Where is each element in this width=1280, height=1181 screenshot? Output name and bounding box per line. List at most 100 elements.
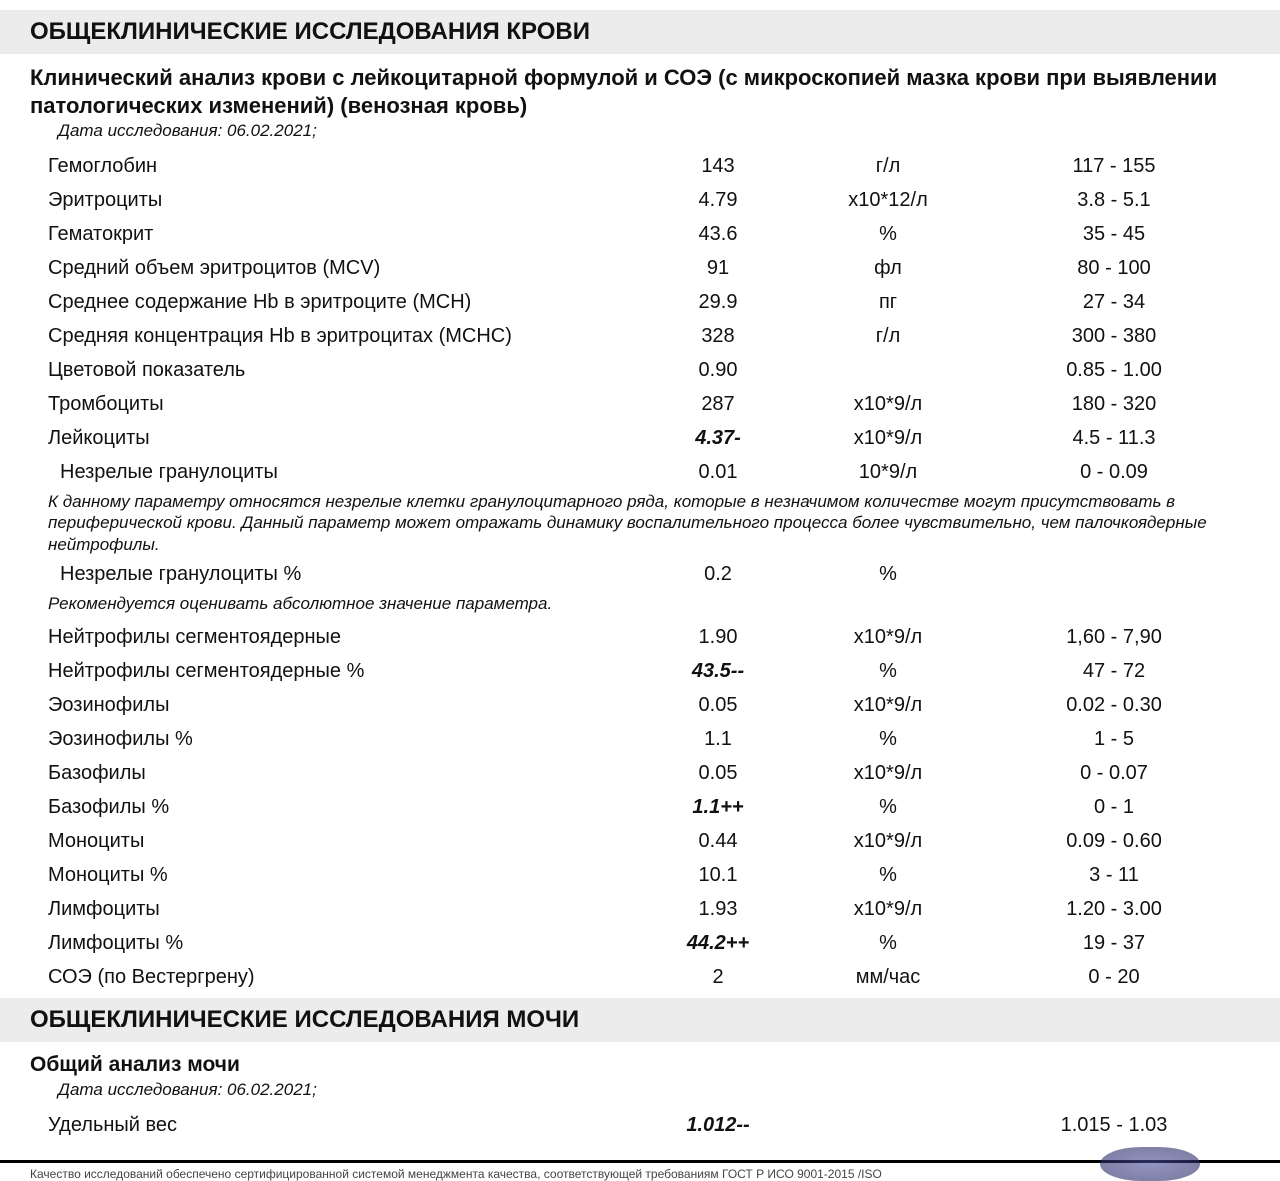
param-value: 328 bbox=[638, 321, 798, 351]
param-unit: x10*9/л bbox=[798, 894, 978, 924]
param-value: 44.2++ bbox=[638, 928, 798, 958]
param-value: 0.01 bbox=[638, 457, 798, 487]
param-name: Базофилы bbox=[48, 758, 638, 788]
param-value: 1.012-- bbox=[638, 1110, 798, 1140]
result-row-granulo-pct: Незрелые гранулоциты %0.2% bbox=[48, 557, 1250, 591]
param-range: 300 - 380 bbox=[978, 321, 1250, 351]
param-name: Незрелые гранулоциты % bbox=[48, 559, 638, 589]
param-unit: % bbox=[798, 559, 978, 589]
analysis-date: Дата исследования: 06.02.2021; bbox=[58, 121, 1250, 141]
param-unit: x10*9/л bbox=[798, 622, 978, 652]
section-header-blood: ОБЩЕКЛИНИЧЕСКИЕ ИССЛЕДОВАНИЯ КРОВИ bbox=[0, 10, 1280, 54]
footer-rule bbox=[0, 1160, 1280, 1163]
result-row: СОЭ (по Вестергрену)2мм/час0 - 20 bbox=[48, 960, 1250, 994]
result-row: Лимфоциты1.93x10*9/л1.20 - 3.00 bbox=[48, 892, 1250, 926]
result-row: Эозинофилы0.05x10*9/л0.02 - 0.30 bbox=[48, 688, 1250, 722]
param-value: 91 bbox=[638, 253, 798, 283]
param-name: Нейтрофилы сегментоядерные bbox=[48, 622, 638, 652]
param-value: 0.44 bbox=[638, 826, 798, 856]
result-row: Гемоглобин143г/л117 - 155 bbox=[48, 149, 1250, 183]
param-unit: % bbox=[798, 928, 978, 958]
result-row: Среднее содержание Hb в эритроците (MCH)… bbox=[48, 285, 1250, 319]
result-row: Эритроциты4.79x10*12/л3.8 - 5.1 bbox=[48, 183, 1250, 217]
result-row: Моноциты0.44x10*9/л0.09 - 0.60 bbox=[48, 824, 1250, 858]
param-name: Лейкоциты bbox=[48, 423, 638, 453]
param-unit: x10*12/л bbox=[798, 185, 978, 215]
report-page: ОБЩЕКЛИНИЧЕСКИЕ ИССЛЕДОВАНИЯ КРОВИ Клини… bbox=[0, 0, 1280, 1142]
result-rows-urine: Удельный вес1.012-- 1.015 - 1.03 bbox=[48, 1108, 1250, 1142]
param-range: 0.02 - 0.30 bbox=[978, 690, 1250, 720]
param-value: 1.1 bbox=[638, 724, 798, 754]
note-granulocytes: К данному параметру относятся незрелые к… bbox=[48, 491, 1250, 555]
param-unit: x10*9/л bbox=[798, 423, 978, 453]
param-value: 1.93 bbox=[638, 894, 798, 924]
param-value: 4.79 bbox=[638, 185, 798, 215]
param-unit: % bbox=[798, 860, 978, 890]
param-unit: % bbox=[798, 656, 978, 686]
section-header-urine: ОБЩЕКЛИНИЧЕСКИЕ ИССЛЕДОВАНИЯ МОЧИ bbox=[0, 998, 1280, 1042]
analysis-subtitle: Клинический анализ крови с лейкоцитарной… bbox=[30, 64, 1250, 119]
param-name: Базофилы % bbox=[48, 792, 638, 822]
param-range: 4.5 - 11.3 bbox=[978, 423, 1250, 453]
result-row: Средняя концентрация Hb в эритроцитах (M… bbox=[48, 319, 1250, 353]
param-name: Эозинофилы bbox=[48, 690, 638, 720]
analysis-subtitle: Общий анализ мочи bbox=[30, 1052, 1250, 1078]
result-row: Лейкоциты4.37-x10*9/л4.5 - 11.3 bbox=[48, 421, 1250, 455]
result-row: Нейтрофилы сегментоядерные %43.5--%47 - … bbox=[48, 654, 1250, 688]
param-value: 143 bbox=[638, 151, 798, 181]
param-range: 3 - 11 bbox=[978, 860, 1250, 890]
section-title: ОБЩЕКЛИНИЧЕСКИЕ ИССЛЕДОВАНИЯ МОЧИ bbox=[12, 1006, 1268, 1034]
param-unit: x10*9/л bbox=[798, 389, 978, 419]
result-row: Средний объем эритроцитов (MCV)91фл80 - … bbox=[48, 251, 1250, 285]
param-name: Лимфоциты % bbox=[48, 928, 638, 958]
param-name: Эритроциты bbox=[48, 185, 638, 215]
param-value: 29.9 bbox=[638, 287, 798, 317]
param-name: Среднее содержание Hb в эритроците (MCH) bbox=[48, 287, 638, 317]
result-row: Тромбоциты287x10*9/л180 - 320 bbox=[48, 387, 1250, 421]
param-name: СОЭ (по Вестергрену) bbox=[48, 962, 638, 992]
result-row: Незрелые гранулоциты0.0110*9/л0 - 0.09 bbox=[48, 455, 1250, 489]
param-value: 0.2 bbox=[638, 559, 798, 589]
param-range: 1 - 5 bbox=[978, 724, 1250, 754]
param-unit: г/л bbox=[798, 151, 978, 181]
param-unit: мм/час bbox=[798, 962, 978, 992]
result-rows-block-b: Нейтрофилы сегментоядерные1.90x10*9/л1,6… bbox=[48, 620, 1250, 994]
param-range: 1.015 - 1.03 bbox=[978, 1110, 1250, 1140]
param-name: Лимфоциты bbox=[48, 894, 638, 924]
param-unit: % bbox=[798, 219, 978, 249]
result-row: Базофилы %1.1++%0 - 1 bbox=[48, 790, 1250, 824]
param-value: 0.90 bbox=[638, 355, 798, 385]
param-unit: фл bbox=[798, 253, 978, 283]
param-unit: x10*9/л bbox=[798, 758, 978, 788]
param-range: 180 - 320 bbox=[978, 389, 1250, 419]
result-rows-block-a: Гемоглобин143г/л117 - 155Эритроциты4.79x… bbox=[48, 149, 1250, 489]
param-unit: 10*9/л bbox=[798, 457, 978, 487]
note-absolute: Рекомендуется оценивать абсолютное значе… bbox=[48, 593, 1250, 614]
param-unit: % bbox=[798, 792, 978, 822]
param-name: Эозинофилы % bbox=[48, 724, 638, 754]
param-range: 0 - 0.09 bbox=[978, 457, 1250, 487]
param-value: 43.5-- bbox=[638, 656, 798, 686]
param-range: 35 - 45 bbox=[978, 219, 1250, 249]
param-name: Незрелые гранулоциты bbox=[48, 457, 638, 487]
section-title: ОБЩЕКЛИНИЧЕСКИЕ ИССЛЕДОВАНИЯ КРОВИ bbox=[12, 18, 1268, 46]
param-range: 80 - 100 bbox=[978, 253, 1250, 283]
param-value: 43.6 bbox=[638, 219, 798, 249]
param-name: Гемоглобин bbox=[48, 151, 638, 181]
param-name: Удельный вес bbox=[48, 1110, 638, 1140]
param-unit: x10*9/л bbox=[798, 690, 978, 720]
result-row: Лимфоциты %44.2++%19 - 37 bbox=[48, 926, 1250, 960]
param-name: Средняя концентрация Hb в эритроцитах (M… bbox=[48, 321, 638, 351]
param-unit: пг bbox=[798, 287, 978, 317]
param-name: Цветовой показатель bbox=[48, 355, 638, 385]
result-row: Незрелые гранулоциты %0.2% bbox=[48, 557, 1250, 591]
param-range: 0.09 - 0.60 bbox=[978, 826, 1250, 856]
param-range: 47 - 72 bbox=[978, 656, 1250, 686]
param-range: 3.8 - 5.1 bbox=[978, 185, 1250, 215]
param-range: 0 - 20 bbox=[978, 962, 1250, 992]
param-range: 1.20 - 3.00 bbox=[978, 894, 1250, 924]
result-row: Удельный вес1.012-- 1.015 - 1.03 bbox=[48, 1108, 1250, 1142]
result-row: Гематокрит43.6%35 - 45 bbox=[48, 217, 1250, 251]
param-name: Моноциты % bbox=[48, 860, 638, 890]
result-row: Нейтрофилы сегментоядерные1.90x10*9/л1,6… bbox=[48, 620, 1250, 654]
